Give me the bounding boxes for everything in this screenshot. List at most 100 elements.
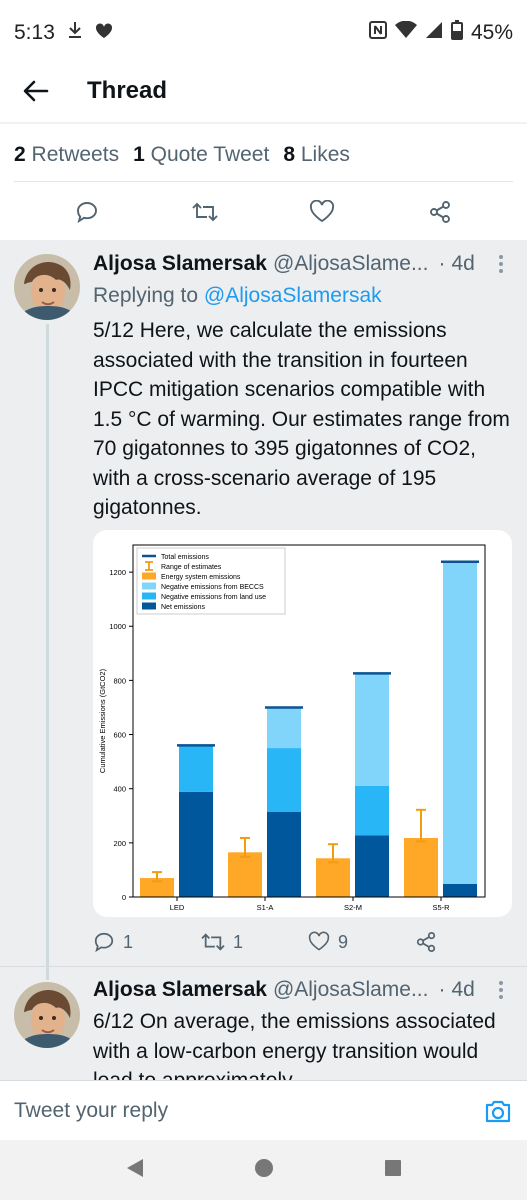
likes-count: 8 <box>283 143 295 166</box>
retweet-button[interactable]: 1 <box>201 931 243 953</box>
y-axis-label: Cumulative Emissions (GtCO2) <box>98 668 107 773</box>
legend-box <box>136 547 286 615</box>
square-recents-icon <box>385 1159 402 1176</box>
energy-bar <box>140 878 174 897</box>
thread-connector-line <box>46 324 49 980</box>
tweet-timestamp[interactable]: 4d <box>451 978 475 1001</box>
legend-swatch <box>142 602 156 610</box>
y-tick-label: 0 <box>122 893 126 902</box>
clock: 5:13 <box>14 21 55 44</box>
tweet-text: 5/12 Here, we calculate the emissions as… <box>93 319 510 519</box>
land-use-bar <box>355 785 389 836</box>
avatar[interactable] <box>14 982 80 1048</box>
nfc-icon <box>368 21 387 45</box>
x-tick-label: LED <box>170 903 185 912</box>
beccs-bar <box>355 673 389 786</box>
retweets-stat[interactable]: 2 Retweets <box>14 143 119 167</box>
quote-tweets-stat[interactable]: 1 Quote Tweet <box>133 143 269 167</box>
circle-home-icon <box>255 1158 274 1177</box>
reply-button[interactable] <box>72 197 102 227</box>
camera-button[interactable] <box>483 1096 513 1126</box>
like-count: 9 <box>338 931 349 952</box>
retweet-button[interactable] <box>190 197 220 227</box>
net-emissions-bar <box>179 791 213 897</box>
retweets-count: 2 <box>14 143 26 166</box>
more-options-button[interactable] <box>489 252 513 276</box>
signal-icon <box>425 21 443 45</box>
nav-home-button[interactable] <box>254 1158 274 1183</box>
replying-to-mention[interactable]: @AljosaSlamersak <box>203 284 382 307</box>
heart-outline-icon <box>308 931 330 951</box>
likes-label: Likes <box>300 143 350 166</box>
y-tick-label: 800 <box>113 676 126 685</box>
x-tick-label: S2-M <box>344 903 362 912</box>
beccs-bar <box>267 707 301 749</box>
tweet-text: 6/12 On average, the emissions associate… <box>93 1010 496 1080</box>
author-handle[interactable]: @AljosaSlame... <box>272 978 429 1001</box>
tweet-header: Aljosa Slamersak @AljosaSlame... · 4d <box>93 252 513 276</box>
tweet-header: Aljosa Slamersak @AljosaSlame... · 4d <box>93 978 513 1002</box>
replying-to: Replying to @AljosaSlamersak <box>93 284 382 308</box>
battery-percent: 45% <box>470 21 513 44</box>
reply-composer <box>0 1080 527 1140</box>
legend-label: Range of estimates <box>161 564 222 571</box>
separator-dot: · <box>438 252 446 275</box>
triangle-back-icon <box>126 1158 143 1177</box>
author-handle[interactable]: @AljosaSlame... <box>272 252 429 275</box>
author-name[interactable]: Aljosa Slamersak <box>93 252 267 275</box>
like-button[interactable]: 9 <box>308 931 348 953</box>
energy-bar <box>404 837 438 897</box>
reply-icon <box>94 932 114 953</box>
tweet-timestamp[interactable]: 4d <box>451 252 475 275</box>
system-navigation-bar <box>0 1140 527 1200</box>
plot-frame <box>132 544 486 898</box>
likes-stat[interactable]: 8 Likes <box>283 143 350 167</box>
more-vertical-icon <box>499 255 503 273</box>
more-options-button[interactable] <box>489 978 513 1002</box>
retweet-icon <box>191 202 218 222</box>
net-emissions-bar <box>355 835 389 897</box>
retweet-count: 1 <box>233 931 244 952</box>
quotes-label: Quote Tweet <box>150 143 270 166</box>
back-arrow-icon <box>23 80 49 102</box>
reply-input[interactable] <box>14 1098 434 1123</box>
wifi-icon <box>394 20 417 45</box>
header-divider <box>0 122 527 124</box>
nav-back-button[interactable] <box>125 1157 145 1184</box>
share-button[interactable] <box>425 197 455 227</box>
heart-outline-icon <box>310 200 335 223</box>
legend-swatch <box>142 582 156 590</box>
battery-icon <box>450 20 463 46</box>
page-title: Thread <box>87 77 168 104</box>
like-button[interactable] <box>307 197 337 227</box>
engagement-stats: 2 Retweets 1 Quote Tweet 8 Likes <box>14 137 513 173</box>
y-tick-label: 200 <box>113 839 126 848</box>
energy-bar <box>316 858 350 897</box>
y-tick-label: 1000 <box>109 622 126 631</box>
legend-label: Energy system emissions <box>161 574 241 581</box>
legend-label: Negative emissions from land use <box>161 594 266 601</box>
camera-icon <box>485 1100 511 1122</box>
share-button[interactable] <box>415 931 437 953</box>
stats-divider <box>14 181 513 182</box>
legend-label: Total emissions <box>161 554 209 561</box>
legend-swatch <box>142 592 156 600</box>
legend-label: Negative emissions from BECCS <box>161 584 264 591</box>
tweet-media-chart[interactable]: 0 200 400 600 800 1000 1200 Cumulative Emission… <box>93 530 512 917</box>
share-icon <box>430 201 451 223</box>
replying-to-prefix: Replying to <box>93 284 199 307</box>
download-icon <box>67 20 83 46</box>
heart-icon <box>95 21 113 45</box>
x-tick-label: S1-A <box>257 903 274 912</box>
more-vertical-icon <box>499 981 503 999</box>
share-icon <box>416 931 436 953</box>
back-button[interactable] <box>20 75 52 107</box>
author-name[interactable]: Aljosa Slamersak <box>93 978 267 1001</box>
land-use-bar <box>179 745 213 792</box>
legend-swatch <box>145 561 153 571</box>
reply-button[interactable]: 1 <box>93 931 133 953</box>
tweet-actions: 1 1 9 <box>93 926 513 958</box>
nav-recents-button[interactable] <box>384 1159 402 1182</box>
avatar[interactable] <box>14 254 80 320</box>
beccs-bar <box>443 561 477 885</box>
